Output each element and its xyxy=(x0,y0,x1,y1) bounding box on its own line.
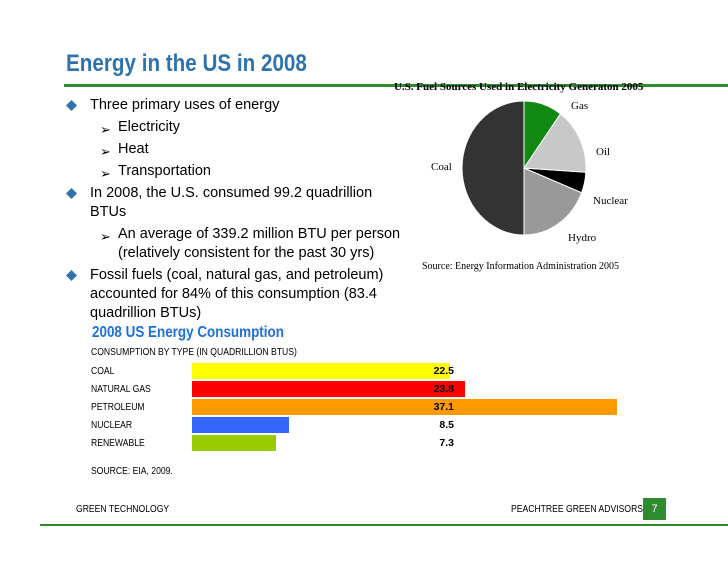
bar-value: 22.5 xyxy=(433,365,454,377)
bullet-text: Three primary uses of energy xyxy=(90,97,280,113)
sub-bullet-per-person: ➢ An average of 339.2 million BTU per pe… xyxy=(66,225,406,263)
arrow-bullet-icon: ➢ xyxy=(100,122,111,137)
bar xyxy=(192,399,617,415)
bar-value: 8.5 xyxy=(439,419,454,431)
bullet-list: Three primary uses of energy ➢ Electrici… xyxy=(66,96,406,326)
pie-label-oil: Oil xyxy=(596,146,611,158)
bar xyxy=(192,435,276,451)
pie-slice-hydro xyxy=(523,100,562,170)
diamond-bullet-icon xyxy=(66,188,77,199)
sub-bullet-electricity: ➢ Electricity xyxy=(66,118,406,137)
bar-label: NATURAL GAS xyxy=(91,383,151,395)
pie-slice-nuclear xyxy=(523,113,587,173)
pie-label-hydro: Hydro xyxy=(568,232,597,244)
pie-label-gas: Gas xyxy=(571,100,589,112)
sub-bullet-transportation: ➢ Transportation xyxy=(66,162,406,181)
slide-title: Energy in the US in 2008 xyxy=(66,50,307,77)
sub-bullet-heat: ➢ Heat xyxy=(66,140,406,159)
bar-label: COAL xyxy=(91,365,115,377)
consumption-subtitle: CONSUMPTION BY TYPE (IN QUADRILLION BTUS… xyxy=(91,346,297,358)
bullet-consumed: In 2008, the U.S. consumed 99.2 quadrill… xyxy=(66,184,406,222)
pie-source: Source: Energy Information Administratio… xyxy=(422,261,620,272)
bar-row-natural-gas: NATURAL GAS 23.8 xyxy=(0,381,728,397)
consumption-source: SOURCE: EIA, 2009. xyxy=(91,465,173,477)
bar xyxy=(192,417,290,433)
bullet-text: Electricity xyxy=(118,119,181,135)
bar-row-nuclear: NUCLEAR 8.5 xyxy=(0,417,728,433)
pie-chart xyxy=(462,100,587,236)
arrow-bullet-icon: ➢ xyxy=(100,144,111,159)
title-underline xyxy=(64,84,728,87)
footer-left: GREEN TECHNOLOGY xyxy=(76,503,170,515)
pie-chart-title: U.S. Fuel Sources Used in Electricity Ge… xyxy=(394,81,644,93)
bar-row-petroleum: PETROLEUM 37.1 xyxy=(0,399,728,415)
page-number: 7 xyxy=(643,498,666,520)
bar-label: RENEWABLE xyxy=(91,437,145,449)
bar-value: 23.8 xyxy=(433,383,454,395)
pie-slice-gas xyxy=(523,167,583,236)
consumption-title: 2008 US Energy Consumption xyxy=(92,324,284,341)
arrow-bullet-icon: ➢ xyxy=(100,229,111,244)
pie-label-coal: Coal xyxy=(431,161,452,173)
bullet-text: An average of 339.2 million BTU per pers… xyxy=(118,226,401,261)
bar-row-coal: COAL 22.5 xyxy=(0,363,728,379)
bar xyxy=(192,363,450,379)
arrow-bullet-icon: ➢ xyxy=(100,166,111,181)
bullet-text: Transportation xyxy=(118,163,211,179)
footer-rule xyxy=(40,524,728,526)
bullet-text: Heat xyxy=(118,141,149,157)
diamond-bullet-icon xyxy=(66,270,77,281)
pie-label-nuclear: Nuclear xyxy=(593,195,628,207)
bar-value: 7.3 xyxy=(439,437,454,449)
bullet-text: In 2008, the U.S. consumed 99.2 quadrill… xyxy=(90,185,373,220)
pie-slice-coal xyxy=(462,100,525,236)
bar-label: NUCLEAR xyxy=(91,419,133,431)
bullet-text: Fossil fuels (coal, natural gas, and pet… xyxy=(90,267,384,321)
bullet-fossil-fuels: Fossil fuels (coal, natural gas, and pet… xyxy=(66,266,406,323)
bar-label: PETROLEUM xyxy=(91,401,145,413)
bullet-primary-uses: Three primary uses of energy xyxy=(66,96,406,115)
bar-row-renewable: RENEWABLE 7.3 xyxy=(0,435,728,451)
bar xyxy=(192,381,465,397)
bar-value: 37.1 xyxy=(433,401,454,413)
diamond-bullet-icon xyxy=(66,100,77,111)
footer-right: PEACHTREE GREEN ADVISORS xyxy=(511,503,644,515)
